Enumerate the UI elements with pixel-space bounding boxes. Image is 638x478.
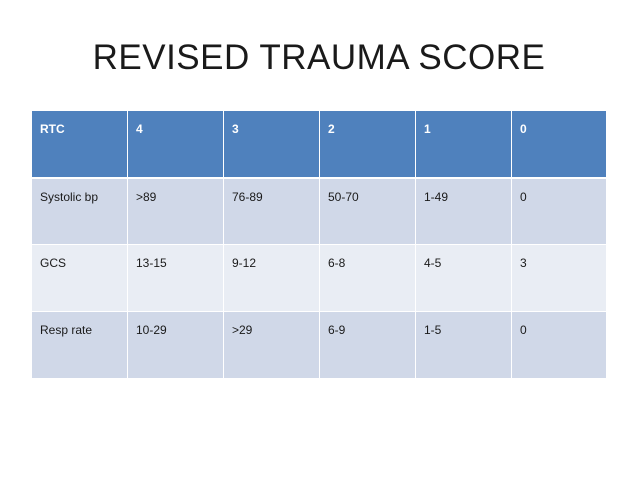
header-cell-score-0: 0 <box>511 110 607 179</box>
table-row-gcs: GCS 13-15 9-12 6-8 4-5 3 <box>31 244 607 312</box>
header-cell-score-2: 2 <box>319 110 416 179</box>
table-cell: 3 <box>511 244 607 312</box>
table-row-resp-rate: Resp rate 10-29 >29 6-9 1-5 0 <box>31 311 607 379</box>
table-cell: 9-12 <box>223 244 320 312</box>
table-cell: 6-8 <box>319 244 416 312</box>
header-cell-rtc: RTC <box>31 110 128 179</box>
header-cell-score-3: 3 <box>223 110 320 179</box>
table-cell: 10-29 <box>127 311 224 379</box>
table-cell: 1-49 <box>415 177 512 245</box>
table-header-row: RTC 4 3 2 1 0 <box>31 110 607 179</box>
header-cell-score-4: 4 <box>127 110 224 179</box>
table-row-systolic-bp: Systolic bp >89 76-89 50-70 1-49 0 <box>31 177 607 245</box>
table-cell: 13-15 <box>127 244 224 312</box>
table-cell: 4-5 <box>415 244 512 312</box>
table-cell: 0 <box>511 177 607 245</box>
trauma-score-table: RTC 4 3 2 1 0 Systolic bp >89 76-89 50-7… <box>31 110 607 379</box>
row-label: Resp rate <box>31 311 128 379</box>
table-cell: >89 <box>127 177 224 245</box>
table-cell: 50-70 <box>319 177 416 245</box>
table-cell: 0 <box>511 311 607 379</box>
row-label: Systolic bp <box>31 177 128 245</box>
header-cell-score-1: 1 <box>415 110 512 179</box>
table-cell: 76-89 <box>223 177 320 245</box>
slide-title: REVISED TRAUMA SCORE <box>92 38 546 77</box>
row-label: GCS <box>31 244 128 312</box>
table-cell: 6-9 <box>319 311 416 379</box>
table-cell: 1-5 <box>415 311 512 379</box>
table-cell: >29 <box>223 311 320 379</box>
